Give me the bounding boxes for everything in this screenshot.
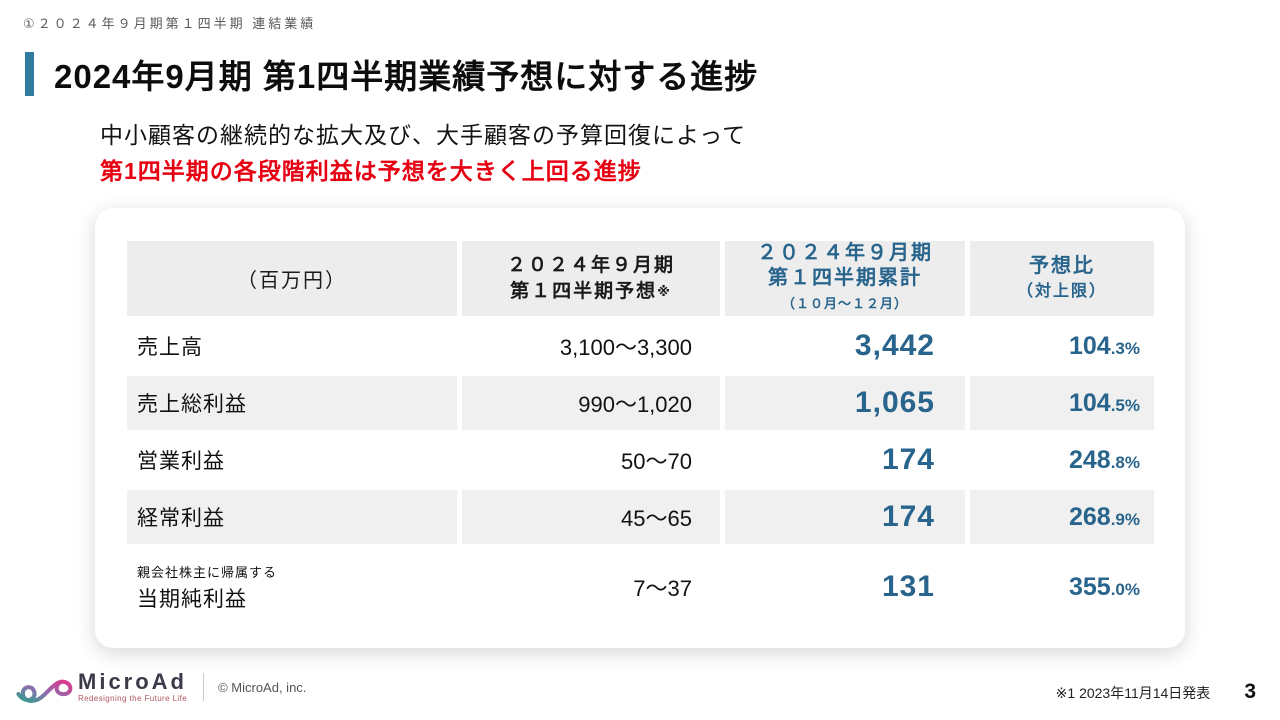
row-label: 営業利益 [137, 450, 225, 473]
microad-logo-icon [16, 679, 73, 703]
row-ratio: 248.8% [1068, 445, 1140, 474]
brand-wordmark: MicroAd [78, 669, 187, 694]
table-row-ordinary-profit: 経常利益 45～65 174 268.9% [127, 490, 1154, 544]
row-ratio: 268.9% [970, 490, 1154, 544]
row-sublabel: 親会社株主に帰属する [137, 564, 278, 580]
row-label: 売上総利益 [127, 376, 457, 430]
row-forecast: 45～65 [462, 490, 720, 544]
row-forecast: 7～37 [633, 576, 692, 601]
row-actual: 174 [881, 443, 935, 476]
row-actual: 174 [725, 490, 965, 544]
brand-tagline: Redesigning the Future Life [78, 694, 188, 703]
table-row-net-income: 親会社株主に帰属する 当期純利益 7～37 131 355.0% [127, 547, 1154, 627]
lead-line-2-highlight: 第1四半期の各段階利益は予想を大きく上回る進捗 [100, 158, 642, 184]
page-title: 2024年9月期 第1四半期業績予想に対する進捗 [54, 58, 759, 95]
table-header-row: （百万円） ２０２４年９月期 第１四半期予想※ ２０２４年９月期 第１四半期累計… [127, 241, 1154, 316]
header-forecast: ２０２４年９月期 第１四半期予想※ [462, 241, 720, 316]
lead-text: 中小顧客の継続的な拡大及び、大手顧客の予算回復によって 第1四半期の各段階利益は… [100, 117, 746, 189]
row-label: 売上高 [137, 336, 203, 359]
row-actual: 131 [881, 570, 935, 603]
footer-meta-area: ※1 2023年11月14日発表 3 [1056, 680, 1256, 704]
row-actual: 3,442 [854, 329, 935, 362]
lead-line-1: 中小顧客の継続的な拡大及び、大手顧客の予算回復によって [100, 122, 747, 148]
footnote-text: ※1 2023年11月14日発表 [1055, 685, 1211, 701]
copyright-text: © MicroAd, inc. [218, 679, 307, 695]
brand-block: MicroAd Redesigning the Future Life [78, 669, 188, 704]
row-ratio: 355.0% [1068, 572, 1140, 601]
row-actual: 1,065 [725, 376, 965, 430]
results-table-card: （百万円） ２０２４年９月期 第１四半期予想※ ２０２４年９月期 第１四半期累計… [95, 208, 1185, 648]
footer-divider [203, 673, 205, 701]
row-ratio: 104.5% [970, 376, 1154, 430]
header-ratio: 予想比 （対上限） [970, 241, 1154, 316]
footnote-mark: ※ [657, 283, 672, 299]
row-ratio: 104.3% [1068, 331, 1140, 360]
row-label: 経常利益 [127, 490, 457, 544]
page-number: 3 [1244, 680, 1256, 703]
row-forecast: 50～70 [621, 449, 692, 474]
row-label: 親会社株主に帰属する 当期純利益 [127, 547, 457, 627]
header-unit: （百万円） [127, 241, 457, 316]
table-row-operating-profit: 営業利益 50～70 174 248.8% [127, 433, 1154, 487]
footer-brand-area: MicroAd Redesigning the Future Life © Mi… [14, 664, 306, 710]
section-label: ①２０２４年９月期第１四半期 連結業績 [23, 16, 317, 31]
title-row: 2024年9月期 第1四半期業績予想に対する進捗 [25, 50, 758, 98]
table-row-gross-profit: 売上総利益 990～1,020 1,065 104.5% [127, 376, 1154, 430]
row-forecast: 3,100～3,300 [559, 335, 692, 360]
header-actual: ２０２４年９月期 第１四半期累計 （１０月～１２月） [725, 241, 965, 316]
row-forecast: 990～1,020 [462, 376, 720, 430]
table-row-net-sales: 売上高 3,100～3,300 3,442 104.3% [127, 319, 1154, 373]
results-table: （百万円） ２０２４年９月期 第１四半期予想※ ２０２４年９月期 第１四半期累計… [122, 238, 1159, 630]
title-accent-bar [25, 52, 34, 96]
